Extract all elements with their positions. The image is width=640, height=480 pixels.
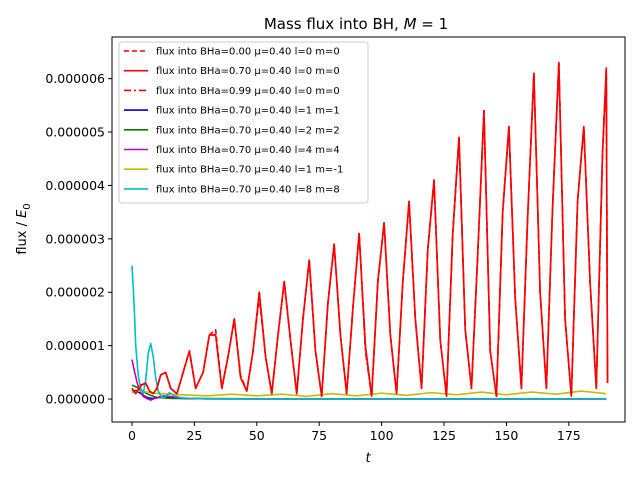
- y-axis: 0.000000 0.000001 0.000002 0.000003 0.000004…: [45, 71, 112, 407]
- y-tick-label: 0.000004: [45, 178, 105, 193]
- series-line-7: [131, 265, 607, 400]
- y-tick-label: 0.000006: [45, 71, 105, 86]
- series-line-6: [131, 390, 607, 398]
- x-tick-label: 25: [186, 428, 202, 443]
- x-axis: 0 25 50 75 100 125 150 175: [128, 422, 581, 443]
- x-tick-label: 100: [370, 428, 394, 443]
- legend-label: flux into BHa=0.99 μ=0.40 l=0 m=0: [156, 86, 340, 97]
- legend-label: flux into BHa=0.70 μ=0.40 l=1 m=-1: [156, 165, 343, 176]
- chart-title: Mass flux into BH, M = 1: [264, 15, 448, 33]
- y-tick-label: 0.000003: [45, 231, 105, 246]
- legend-label: flux into BHa=0.70 μ=0.40 l=0 m=0: [156, 66, 340, 77]
- x-tick-label: 50: [249, 428, 265, 443]
- x-tick-label: 125: [432, 428, 456, 443]
- y-tick-label: 0.000000: [45, 392, 105, 407]
- legend-label: flux into BHa=0.70 μ=0.40 l=8 m=8: [156, 184, 340, 195]
- legend-label: flux into BHa=0.70 μ=0.40 l=2 m=2: [156, 125, 340, 136]
- y-tick-label: 0.000002: [45, 285, 105, 300]
- y-tick-label: 0.000001: [45, 338, 105, 353]
- legend: flux into BHa=0.00 μ=0.40 l=0 m=0 flux in…: [118, 41, 369, 204]
- legend-frame: [118, 41, 369, 204]
- x-axis-label: t: [365, 451, 371, 466]
- legend-label: flux into BHa=0.70 μ=0.40 l=1 m=1: [156, 106, 340, 117]
- x-tick-label: 0: [128, 428, 136, 443]
- legend-label: flux into BHa=0.70 μ=0.40 l=4 m=4: [156, 145, 340, 156]
- x-tick-label: 75: [311, 428, 327, 443]
- legend-label: flux into BHa=0.00 μ=0.40 l=0 m=0: [156, 47, 340, 58]
- plot-area: [131, 61, 609, 401]
- x-tick-label: 150: [494, 428, 518, 443]
- y-tick-label: 0.000005: [45, 125, 105, 140]
- y-axis-label: flux / E0: [15, 203, 33, 254]
- x-tick-label: 175: [557, 428, 581, 443]
- axes-frame: [111, 36, 626, 423]
- series-line-1: [131, 61, 609, 398]
